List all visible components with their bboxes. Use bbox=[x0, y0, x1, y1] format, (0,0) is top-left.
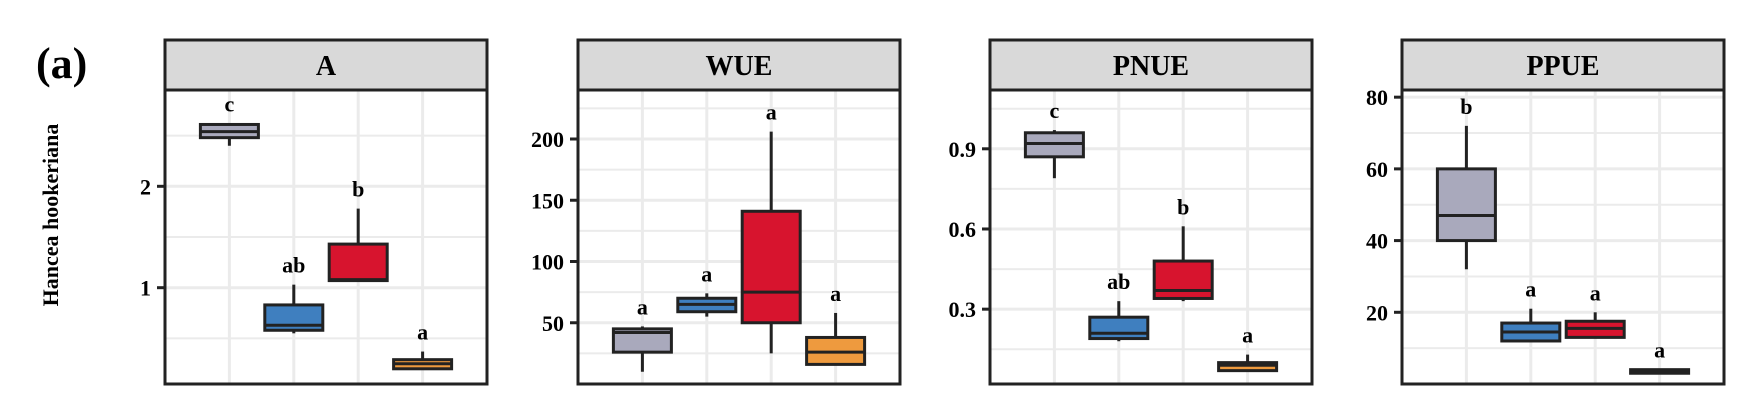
y-tick-label: 0.6 bbox=[949, 217, 977, 242]
significance-letter: b bbox=[352, 177, 364, 202]
y-tick-label: 50 bbox=[542, 311, 564, 336]
significance-letter: a bbox=[1525, 277, 1536, 302]
significance-letter: b bbox=[1177, 194, 1189, 219]
strip-title: WUE bbox=[706, 51, 773, 82]
panel-border bbox=[163, 88, 489, 386]
box bbox=[1152, 259, 1214, 300]
strip-title: PPUE bbox=[1526, 51, 1599, 82]
significance-letter: a bbox=[766, 100, 777, 125]
panel-border bbox=[576, 88, 902, 386]
strip-background bbox=[576, 38, 902, 92]
significance-letter: a bbox=[1242, 323, 1253, 348]
significance-letter: a bbox=[417, 320, 428, 345]
y-tick-label: 0.9 bbox=[949, 137, 977, 162]
box bbox=[611, 327, 673, 354]
box bbox=[1435, 167, 1497, 243]
y-tick-label: 150 bbox=[531, 188, 564, 213]
y-tick-label: 20 bbox=[1366, 300, 1388, 325]
significance-letter: ab bbox=[282, 253, 305, 278]
significance-letter: c bbox=[225, 91, 235, 116]
y-tick-label: 40 bbox=[1366, 229, 1388, 254]
y-tick-label: 200 bbox=[531, 127, 564, 152]
y-tick-label: 100 bbox=[531, 250, 564, 275]
significance-letter: b bbox=[1460, 94, 1472, 119]
significance-letter: a bbox=[637, 294, 648, 319]
strip-background bbox=[163, 38, 489, 92]
y-tick-label: 1 bbox=[140, 276, 151, 301]
box bbox=[740, 209, 802, 325]
box bbox=[327, 242, 389, 283]
panel-border bbox=[988, 88, 1314, 386]
significance-letter: c bbox=[1050, 98, 1060, 123]
significance-letter: a bbox=[1654, 338, 1665, 363]
strip-title: A bbox=[316, 51, 337, 82]
row-label: Hancea hookeriana bbox=[38, 124, 63, 307]
chart-panel-a: Ac ab b a 1 2 bbox=[140, 38, 489, 386]
chart-panel-ppue: PPUE b a a a 20 40 60 80 bbox=[1366, 38, 1726, 386]
y-tick-label: 0.3 bbox=[949, 297, 977, 322]
strip-title: PNUE bbox=[1113, 51, 1189, 82]
significance-letter: a bbox=[1590, 280, 1601, 305]
significance-letter: a bbox=[701, 261, 712, 286]
panels: Acabba12WUEaaaa50100150200PNUEcabba0.30.… bbox=[140, 38, 1726, 386]
panel-border bbox=[1400, 88, 1726, 386]
y-tick-label: 60 bbox=[1366, 157, 1388, 182]
significance-letter: a bbox=[830, 281, 841, 306]
chart-panel-pnue: PNUE c ab b a 0.3 0.6 0.9 bbox=[949, 38, 1314, 386]
chart-panel-wue: WUE a a a a 50 100 150 200 bbox=[531, 38, 902, 386]
y-tick-label: 80 bbox=[1366, 85, 1388, 110]
box bbox=[1088, 315, 1150, 341]
y-tick-label: 2 bbox=[140, 174, 151, 199]
significance-letter: ab bbox=[1107, 269, 1130, 294]
panel-label: (a) bbox=[36, 39, 87, 88]
